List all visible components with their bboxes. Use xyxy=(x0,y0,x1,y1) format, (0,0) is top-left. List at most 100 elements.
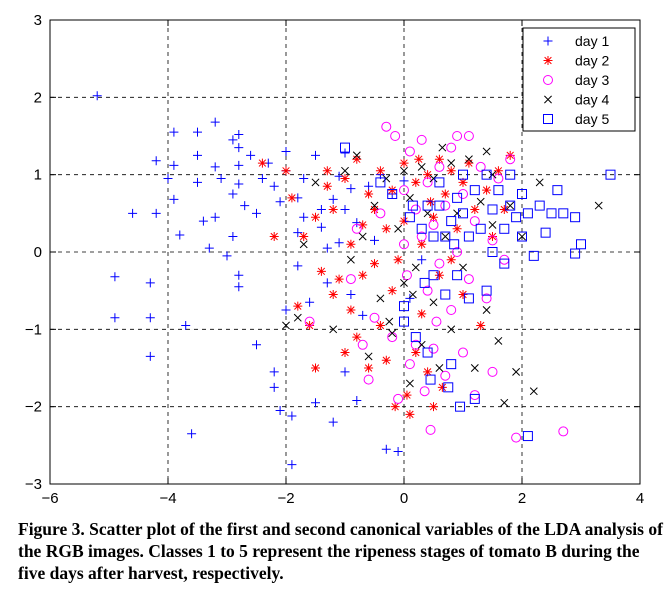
data-point xyxy=(358,270,368,280)
data-point xyxy=(311,212,320,222)
data-point xyxy=(329,325,338,334)
data-point xyxy=(257,158,267,168)
data-point xyxy=(423,170,433,180)
data-point xyxy=(434,177,445,188)
data-point xyxy=(340,348,350,358)
data-point xyxy=(257,174,267,184)
data-point xyxy=(252,208,261,218)
data-point xyxy=(316,266,326,276)
data-point xyxy=(216,174,226,184)
data-point xyxy=(441,232,450,241)
series-4 xyxy=(282,143,603,407)
data-point xyxy=(193,177,202,187)
data-point xyxy=(370,259,379,269)
data-point xyxy=(452,224,462,234)
data-point xyxy=(505,154,516,165)
data-point xyxy=(446,216,457,227)
data-point xyxy=(434,270,444,280)
data-point xyxy=(469,393,480,404)
data-point xyxy=(375,166,385,176)
data-point xyxy=(463,131,474,141)
data-point xyxy=(458,290,468,300)
data-point xyxy=(417,255,427,265)
data-point xyxy=(381,224,391,234)
data-point xyxy=(275,406,285,416)
data-point xyxy=(340,174,350,184)
data-point xyxy=(481,169,492,180)
data-point xyxy=(341,166,349,175)
data-point xyxy=(505,200,516,211)
data-point xyxy=(410,332,421,343)
data-point xyxy=(505,169,516,180)
data-point xyxy=(517,231,527,242)
data-point xyxy=(316,204,326,214)
data-point xyxy=(269,367,279,377)
data-point xyxy=(493,166,503,176)
data-point xyxy=(411,348,421,358)
data-point xyxy=(446,142,457,153)
data-point xyxy=(364,352,373,361)
series-1 xyxy=(92,91,427,470)
data-point xyxy=(422,177,433,188)
data-point xyxy=(417,162,426,171)
y-tick-label: −2 xyxy=(25,399,42,416)
legend-marker xyxy=(543,114,553,124)
data-point xyxy=(299,232,309,242)
data-point xyxy=(322,243,332,253)
data-point xyxy=(328,194,338,204)
data-point xyxy=(340,148,350,158)
data-point xyxy=(346,184,356,194)
data-point xyxy=(407,200,418,211)
data-point xyxy=(540,227,551,238)
data-point xyxy=(422,200,433,211)
data-point xyxy=(293,228,303,238)
data-point xyxy=(210,162,220,172)
data-point xyxy=(281,146,291,156)
data-point xyxy=(293,301,303,311)
data-point xyxy=(293,313,302,322)
data-point xyxy=(340,367,350,377)
data-point xyxy=(387,185,397,195)
data-point xyxy=(488,232,497,242)
data-point xyxy=(305,297,315,307)
data-point xyxy=(512,367,521,376)
data-point xyxy=(299,212,309,222)
data-point xyxy=(369,312,380,323)
data-point xyxy=(390,402,400,412)
y-tick-label: 0 xyxy=(34,244,42,261)
data-point xyxy=(546,208,557,219)
data-point xyxy=(558,208,569,219)
data-point xyxy=(399,301,409,312)
data-point xyxy=(410,204,421,215)
data-point xyxy=(558,426,569,437)
data-point xyxy=(469,185,480,196)
data-point xyxy=(500,398,509,407)
data-point xyxy=(499,204,509,214)
data-point xyxy=(408,290,417,299)
data-point xyxy=(475,223,486,234)
data-point xyxy=(494,336,503,345)
data-point xyxy=(92,91,102,101)
data-point xyxy=(488,220,497,229)
data-point xyxy=(181,320,191,330)
data-point xyxy=(446,255,456,265)
data-point xyxy=(287,193,297,203)
data-point xyxy=(282,321,290,330)
data-point xyxy=(404,359,415,370)
data-point xyxy=(423,209,432,218)
data-point xyxy=(422,285,433,296)
data-point xyxy=(210,212,220,222)
data-point xyxy=(423,367,433,377)
data-point xyxy=(399,216,409,226)
x-tick-label: 0 xyxy=(400,490,408,507)
data-point xyxy=(393,255,403,265)
data-point xyxy=(346,239,356,249)
data-point xyxy=(458,189,468,199)
series-2 xyxy=(257,150,515,419)
data-point xyxy=(370,235,379,245)
data-point xyxy=(447,325,456,334)
data-point xyxy=(417,309,427,319)
data-point xyxy=(299,174,309,184)
x-tick-label: 2 xyxy=(518,490,526,507)
data-point xyxy=(322,278,332,288)
